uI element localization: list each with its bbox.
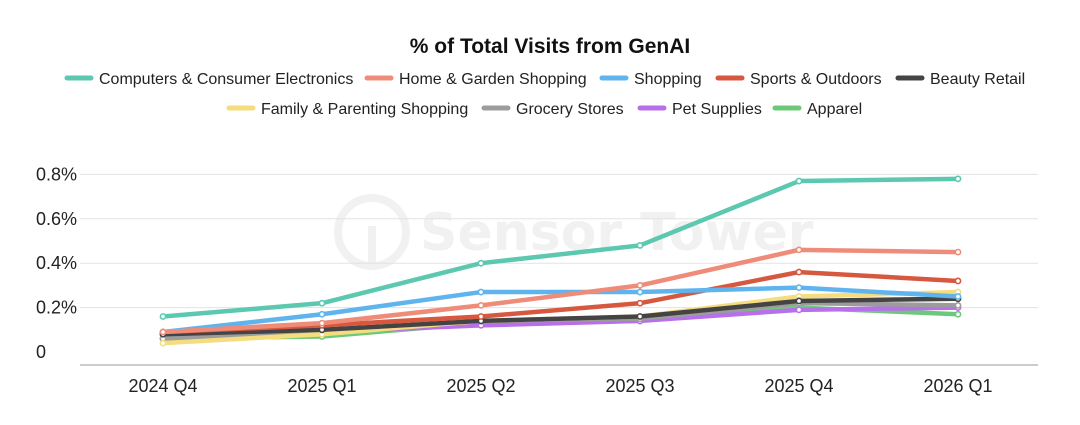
data-point bbox=[795, 268, 803, 276]
data-point bbox=[318, 319, 326, 327]
data-point bbox=[477, 288, 485, 296]
data-point bbox=[795, 297, 803, 305]
y-tick-label: 0.8% bbox=[36, 164, 77, 184]
data-point bbox=[636, 299, 644, 307]
legend-label-apparel: Apparel bbox=[807, 101, 862, 118]
sensor-tower-watermark: Sensor Tower bbox=[334, 194, 814, 270]
legend-label-home-and-garden-shopping: Home & Garden Shopping bbox=[399, 71, 587, 88]
series-home-and-garden-shopping bbox=[159, 246, 962, 336]
series-line-computers-and-consumer-electronics bbox=[160, 176, 961, 319]
legend-label-shopping: Shopping bbox=[634, 71, 702, 88]
legend-label-grocery-stores: Grocery Stores bbox=[516, 101, 624, 118]
data-point bbox=[954, 248, 962, 256]
series-line-beauty-retail bbox=[160, 296, 961, 337]
data-point bbox=[954, 277, 962, 285]
data-point bbox=[795, 177, 803, 185]
data-point bbox=[159, 328, 167, 336]
data-point bbox=[159, 339, 167, 347]
y-tick-label: 0.2% bbox=[36, 298, 77, 318]
y-tick-label: 0 bbox=[36, 342, 46, 362]
data-point bbox=[954, 175, 962, 183]
x-tick-label: 2026 Q1 bbox=[923, 376, 992, 396]
series-shopping bbox=[159, 284, 962, 336]
data-point bbox=[477, 313, 485, 320]
data-point bbox=[636, 288, 644, 296]
x-tick-label: 2025 Q1 bbox=[287, 376, 356, 396]
data-point bbox=[795, 306, 803, 314]
series-group bbox=[159, 175, 962, 347]
data-point bbox=[795, 284, 803, 292]
legend-label-pet-supplies: Pet Supplies bbox=[672, 101, 762, 118]
data-point bbox=[477, 259, 485, 267]
legend: Computers & Consumer Electronics Home & G… bbox=[64, 71, 1025, 118]
legend-label-sports-and-outdoors: Sports & Outdoors bbox=[750, 71, 882, 88]
data-point bbox=[636, 242, 644, 249]
data-point bbox=[318, 299, 326, 307]
y-tick-label: 0.4% bbox=[36, 253, 77, 273]
data-point bbox=[954, 301, 962, 309]
data-point bbox=[159, 313, 167, 320]
legend-label-computers-and-consumer-electronics: Computers & Consumer Electronics bbox=[99, 71, 353, 88]
chart-title: % of Total Visits from GenAI bbox=[410, 35, 690, 58]
data-point bbox=[636, 313, 644, 320]
x-tick-label: 2025 Q2 bbox=[446, 376, 515, 396]
series-line-home-and-garden-shopping bbox=[160, 247, 961, 335]
data-point bbox=[954, 293, 962, 300]
watermark-text: Sensor Tower bbox=[420, 203, 814, 263]
series-computers-and-consumer-electronics bbox=[159, 175, 962, 320]
y-tick-label: 0.6% bbox=[36, 209, 77, 229]
x-tick-label: 2024 Q4 bbox=[128, 376, 197, 396]
y-axis: 0 0.2% 0.4% 0.6% 0.8% bbox=[36, 164, 77, 362]
data-point bbox=[795, 246, 803, 254]
legend-label-family-and-parenting-shopping: Family & Parenting Shopping bbox=[261, 101, 468, 118]
x-tick-label: 2025 Q3 bbox=[605, 376, 674, 396]
data-point bbox=[318, 310, 326, 318]
x-axis: 2024 Q4 2025 Q1 2025 Q2 2025 Q3 2025 Q4 2026 … bbox=[80, 364, 1038, 396]
legend-label-beauty-retail: Beauty Retail bbox=[930, 71, 1025, 88]
series-line-shopping bbox=[160, 285, 961, 335]
series-beauty-retail bbox=[159, 295, 962, 338]
x-tick-label: 2025 Q4 bbox=[764, 376, 833, 396]
data-point bbox=[954, 310, 962, 318]
data-point bbox=[636, 281, 644, 289]
data-point bbox=[477, 301, 485, 309]
